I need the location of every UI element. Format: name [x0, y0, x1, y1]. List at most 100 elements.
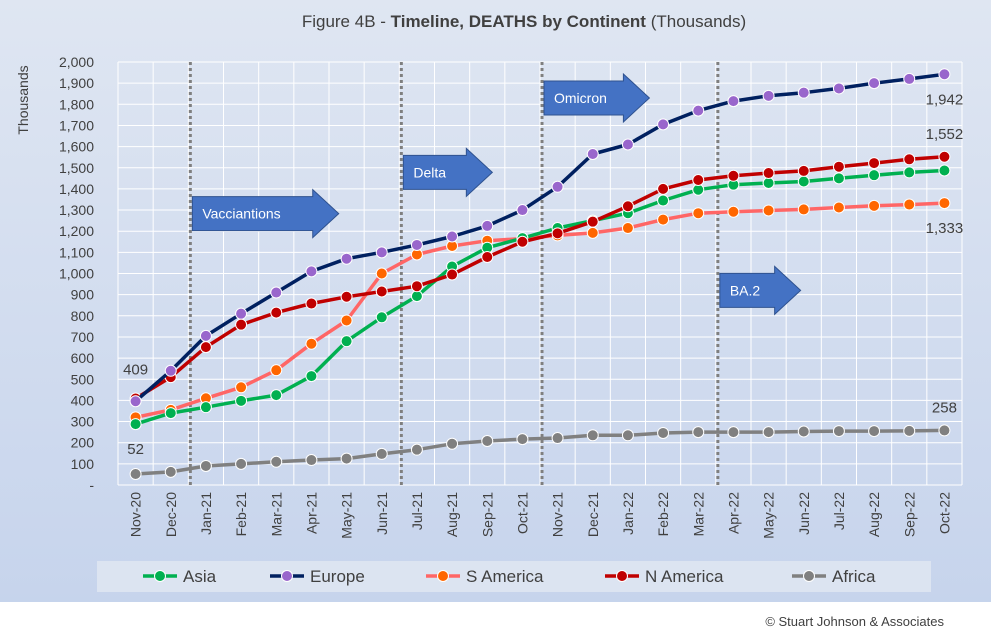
- y-tick-label: 200: [71, 435, 95, 451]
- data-point: [727, 205, 740, 218]
- data-point: [375, 246, 388, 259]
- event-arrow: [191, 188, 340, 239]
- copyright-strip: [0, 602, 991, 636]
- data-point: [270, 364, 283, 377]
- data-point: [903, 153, 916, 166]
- x-tick-label: Sep-22: [901, 492, 917, 537]
- data-point: [129, 418, 142, 431]
- legend: Asia Europe S America N America Africa: [97, 561, 931, 592]
- legend-label: Europe: [310, 567, 365, 586]
- legend-label: Africa: [832, 567, 876, 586]
- y-tick-label: 1,300: [59, 202, 94, 218]
- data-point: [164, 407, 177, 420]
- legend-marker: [803, 570, 815, 582]
- data-point: [832, 160, 845, 173]
- data-point: [797, 425, 810, 438]
- legend-label: S America: [466, 567, 544, 586]
- data-point: [481, 251, 494, 264]
- series-lines: [129, 68, 951, 481]
- data-point: [516, 433, 529, 446]
- data-point: [481, 435, 494, 448]
- y-tick-label: 600: [71, 350, 95, 366]
- series-africa: [129, 424, 951, 481]
- data-point: [903, 166, 916, 179]
- data-point: [164, 364, 177, 377]
- data-point: [340, 290, 353, 303]
- data-point: [446, 437, 459, 450]
- data-point: [832, 172, 845, 185]
- data-point: [903, 424, 916, 437]
- data-point: [938, 150, 951, 163]
- data-point: [657, 118, 670, 131]
- legend-label: Asia: [183, 567, 217, 586]
- y-tick-label: 1,400: [59, 181, 94, 197]
- data-point: [375, 285, 388, 298]
- x-tick-label: Apr-21: [303, 492, 319, 534]
- y-tick-label: 1,100: [59, 244, 94, 260]
- legend-item-europe: Europe: [270, 567, 365, 586]
- data-point: [551, 227, 564, 240]
- data-point: [129, 395, 142, 408]
- data-point: [270, 455, 283, 468]
- y-axis-ticks: - 100 200 300 400 500 600 700 800 900 1,000 1,100 1,…: [59, 54, 94, 493]
- x-tick-label: Mar-21: [268, 492, 284, 537]
- data-point: [938, 164, 951, 177]
- data-point: [551, 432, 564, 445]
- data-point: [305, 337, 318, 350]
- y-tick-label: 1,200: [59, 223, 94, 239]
- data-point: [621, 429, 634, 442]
- legend-marker: [154, 570, 166, 582]
- data-point: [762, 89, 775, 102]
- data-label: 1,333: [926, 220, 964, 237]
- y-tick-label: 1,600: [59, 139, 94, 155]
- data-label: 409: [123, 361, 148, 378]
- data-point: [903, 198, 916, 211]
- data-point: [410, 238, 423, 251]
- series-europe: [129, 68, 951, 408]
- data-point: [551, 180, 564, 193]
- data-point: [903, 72, 916, 85]
- x-tick-label: Feb-21: [233, 492, 249, 537]
- data-point: [797, 175, 810, 188]
- title-bold: Timeline, DEATHS by Continent: [391, 12, 647, 31]
- data-point: [868, 425, 881, 438]
- legend-marker: [437, 570, 449, 582]
- data-point: [832, 201, 845, 214]
- event-annotations: Vacciantions Delta Omicron BA.2: [191, 72, 802, 316]
- data-point: [586, 429, 599, 442]
- data-point: [868, 199, 881, 212]
- x-tick-label: Dec-20: [163, 492, 179, 537]
- data-point: [621, 200, 634, 213]
- data-point: [938, 68, 951, 81]
- data-label: 52: [127, 441, 144, 458]
- legend-marker: [616, 570, 628, 582]
- event-arrow: [543, 72, 651, 124]
- legend-marker: [281, 570, 293, 582]
- y-tick-label: 1,800: [59, 96, 94, 112]
- data-point: [832, 82, 845, 95]
- data-point: [657, 213, 670, 226]
- data-point: [762, 167, 775, 180]
- data-point: [340, 335, 353, 348]
- y-tick-label: 700: [71, 329, 95, 345]
- x-tick-label: Aug-21: [444, 492, 460, 537]
- data-point: [868, 77, 881, 90]
- data-point: [938, 197, 951, 210]
- y-tick-label: 100: [71, 456, 95, 472]
- data-point: [199, 401, 212, 414]
- event-label: BA.2: [730, 282, 761, 298]
- data-label: 258: [932, 399, 957, 416]
- y-tick-label: 1,700: [59, 117, 94, 133]
- event-label: Vacciantions: [202, 206, 280, 222]
- data-point: [657, 194, 670, 207]
- event-label: Omicron: [554, 90, 607, 106]
- event-arrow: [719, 265, 802, 316]
- data-point: [692, 104, 705, 117]
- legend-item-africa: Africa: [792, 567, 876, 586]
- title-prefix: Figure 4B -: [302, 12, 391, 31]
- data-point: [938, 424, 951, 437]
- data-point: [340, 252, 353, 265]
- x-tick-label: May-22: [761, 492, 777, 539]
- legend-label: N America: [645, 567, 724, 586]
